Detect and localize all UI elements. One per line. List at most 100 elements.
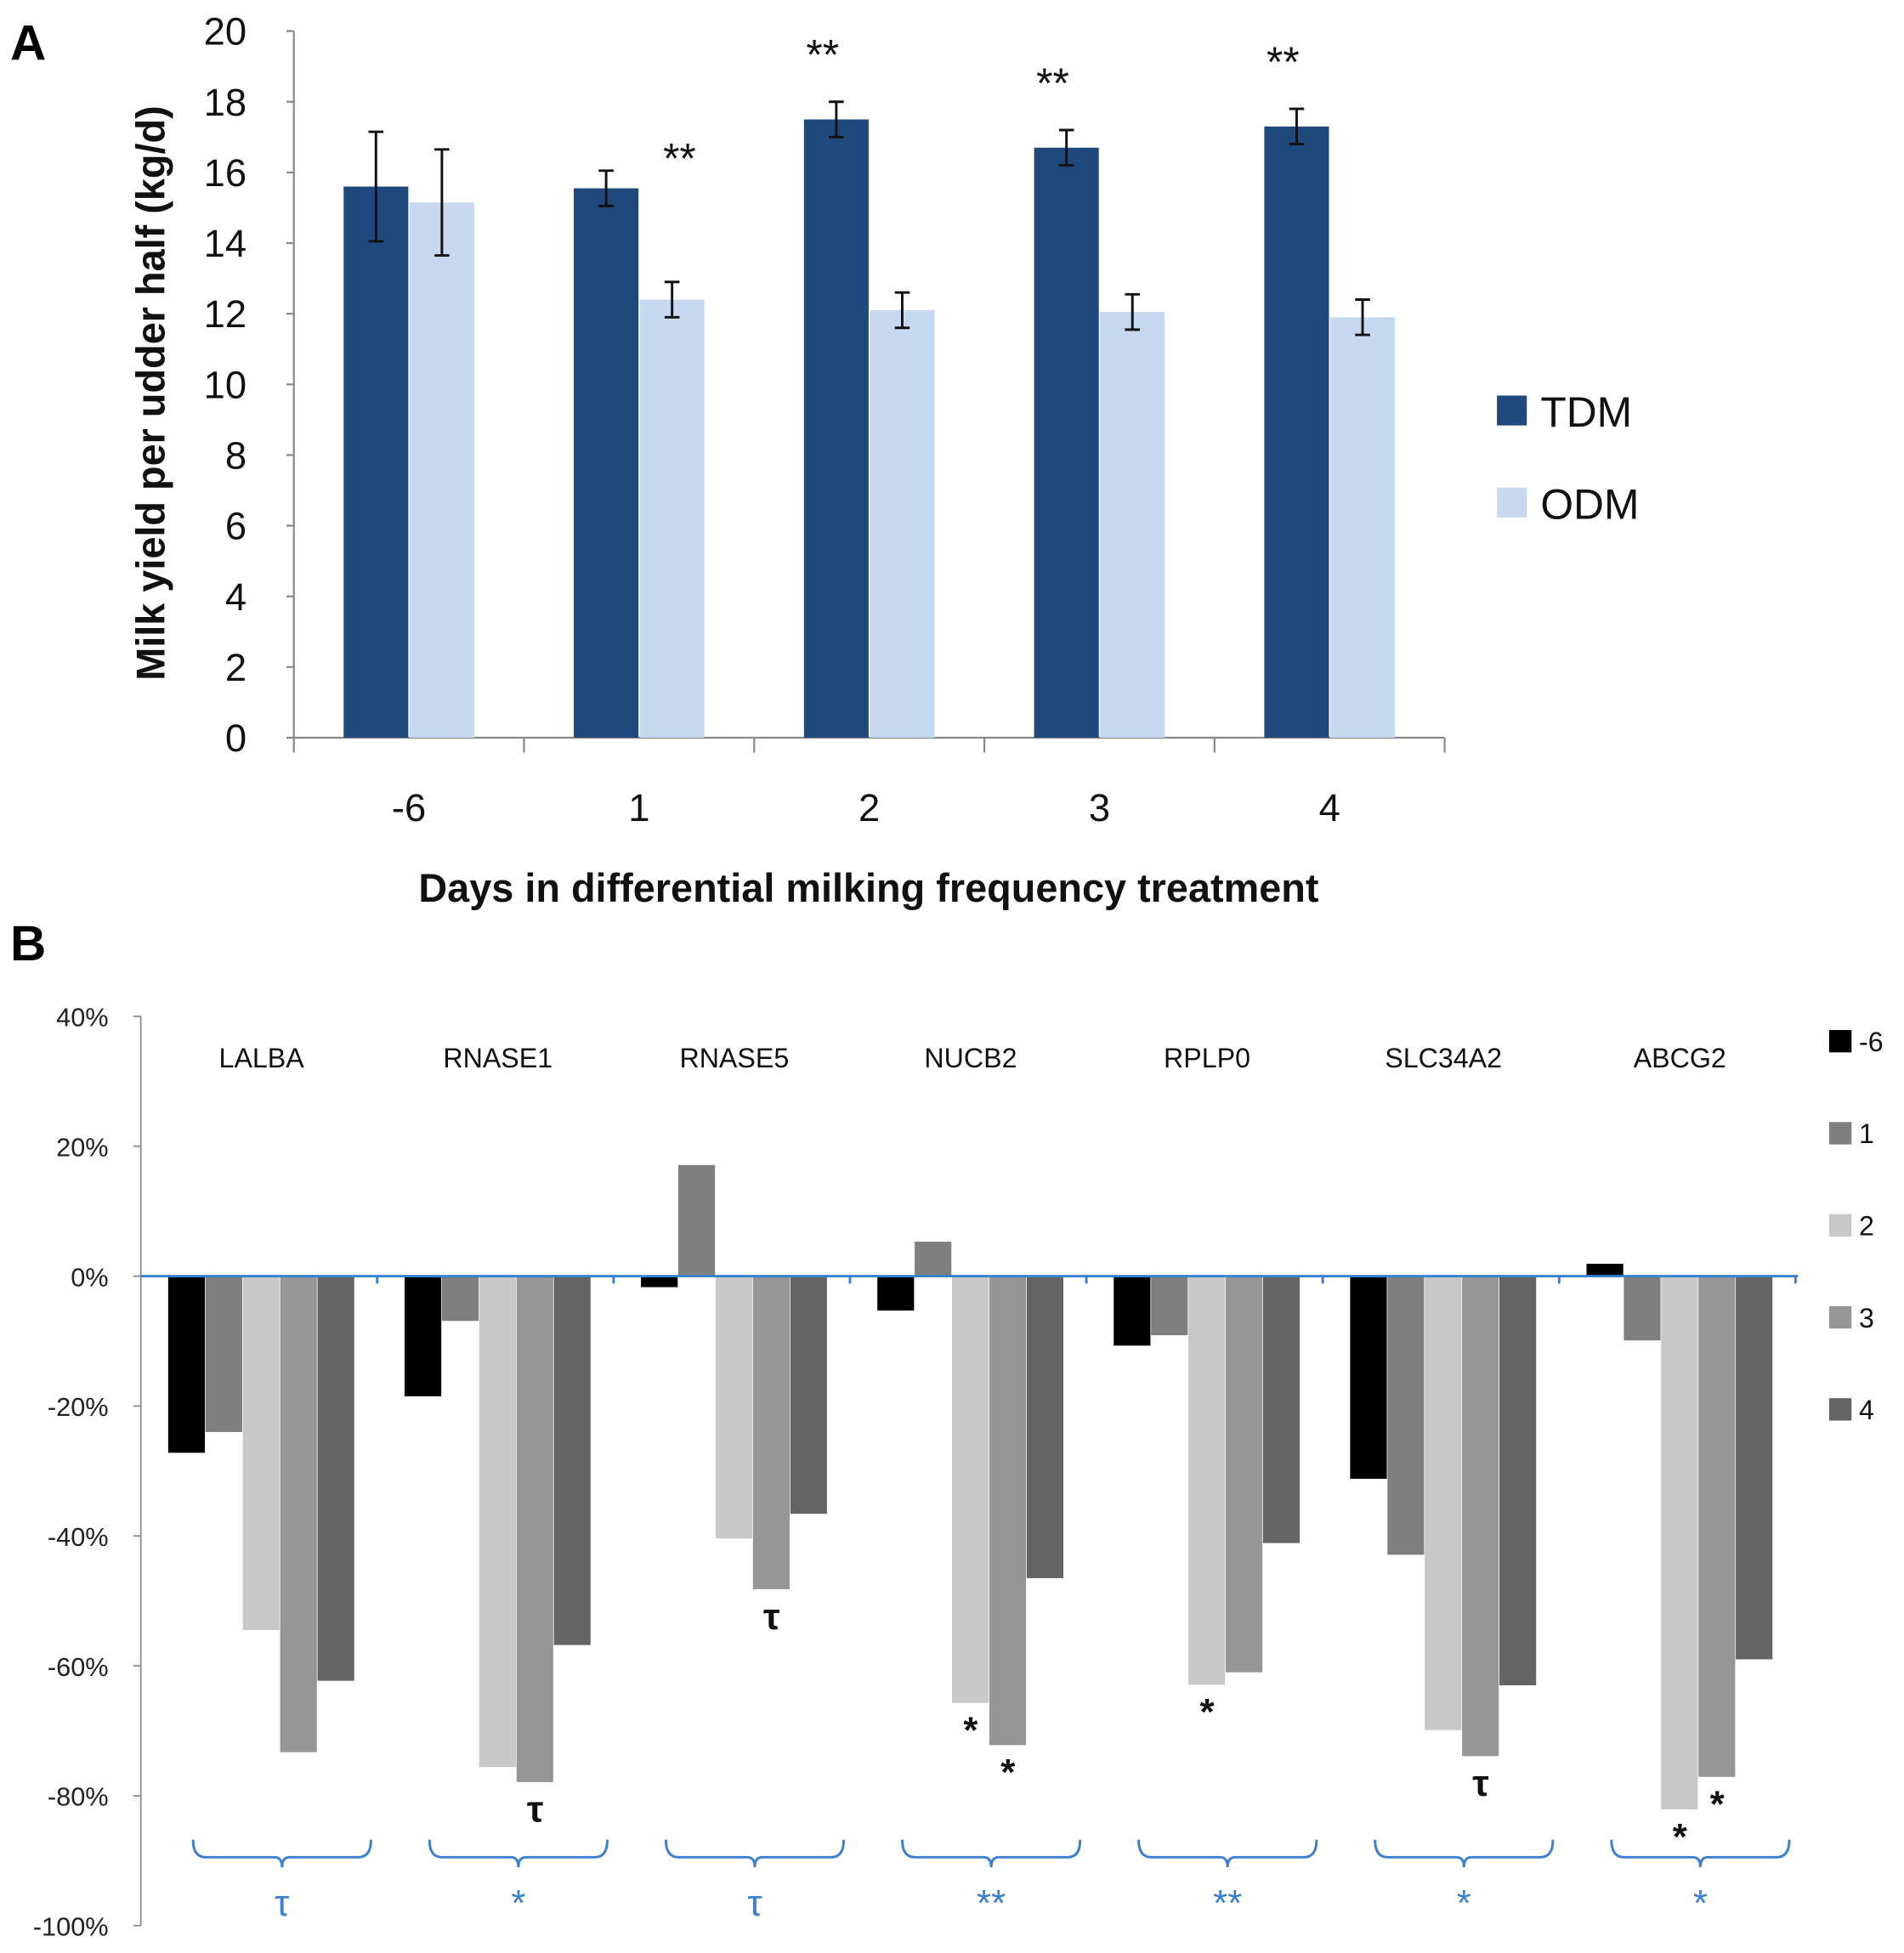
gene-label: RNASE5 [679,1043,789,1073]
legend-swatch-tdm [1497,395,1527,426]
significance-marker: ** [1266,38,1300,86]
significance-bracket [1374,1839,1555,1868]
y-tick-label: 14 [204,222,246,265]
bar-day-1 [441,1276,479,1322]
chart-b: -100% -80% -60% -40% -20% 0% 20% 40% LALBA τ RNASE… [33,1003,1884,1942]
legend-swatch-odm [1497,487,1527,518]
y-tick-label: 20 [204,10,246,54]
y-tick-label: 18 [204,81,246,124]
bar-day-4 [317,1276,354,1681]
bar-day-4 [1262,1276,1300,1543]
bar-significance-marker: τ [1472,1763,1489,1804]
significance-bracket [428,1839,609,1868]
bar-day-2 [715,1276,753,1539]
y-tick-label: -40% [48,1522,109,1552]
bar-significance-marker: * [1000,1752,1016,1793]
y-tick-label: 20% [56,1132,108,1162]
y-tick-label: 6 [225,505,246,548]
legend-label: -6 [1859,1027,1884,1057]
significance-bracket [900,1839,1082,1868]
y-tick-label: 16 [204,151,246,195]
panel-label-b: B [10,916,46,971]
group-significance: ** [1213,1882,1242,1924]
panel-label-a: A [10,15,46,71]
y-tick-label: 0% [71,1262,108,1292]
bar-tdm [1264,126,1329,738]
y-tick-label: 4 [225,575,246,619]
bar-day--6 [641,1276,678,1288]
group-significance: * [511,1882,525,1924]
bar-significance-marker: τ [763,1596,780,1638]
significance-bracket [664,1839,846,1868]
x-tick-label: -6 [392,786,426,829]
bar-odm [1329,317,1396,738]
legend-label: 4 [1859,1395,1874,1425]
bar-tdm [803,119,869,738]
bar-odm [409,202,474,738]
legend-label: TDM [1540,388,1632,436]
bar-day-1 [915,1242,952,1277]
x-tick-label: 4 [1319,786,1340,829]
y-tick-label: 12 [204,292,246,336]
significance-bracket [191,1839,372,1868]
group-significance: τ [275,1882,289,1924]
bar-day-2 [479,1276,516,1768]
bar-day-1 [677,1164,716,1277]
group-significance: ** [977,1882,1006,1924]
bar-day-1 [205,1276,242,1432]
bar-significance-marker: * [963,1709,978,1751]
y-tick-label: -80% [48,1782,109,1812]
bar-significance-marker: * [1710,1784,1726,1826]
bar-day-4 [790,1276,827,1514]
group-significance: τ [747,1882,762,1924]
bar-day-2 [1425,1276,1462,1730]
bar-day--6 [1350,1276,1387,1479]
x-tick-label: 1 [628,786,649,829]
y-tick-label: 0 [225,716,246,760]
legend-swatch-day--6 [1828,1029,1852,1053]
y-tick-label: 8 [225,434,246,478]
significance-marker: ** [1036,59,1069,107]
legend-swatch-day-3 [1828,1305,1852,1329]
y-tick-label: 2 [225,646,246,689]
y-axis-title: Milk yield per udder half (kg/d) [128,105,173,681]
bar-day--6 [167,1276,206,1453]
chart-a: 0 2 4 6 8 10 12 14 16 18 20 -6 1 ** 2 ** 3 ** 4 ** Days in d… [128,10,1639,910]
bar-day-3 [516,1276,553,1782]
legend-label: ODM [1540,480,1639,528]
bar-significance-marker: * [1673,1816,1688,1858]
bar-day-3 [1462,1276,1499,1757]
bar-day-3 [1226,1276,1263,1673]
group-significance: * [1693,1882,1708,1924]
bar-tdm [574,188,639,738]
bar-day--6 [877,1276,915,1311]
y-tick-label: -100% [33,1912,109,1942]
x-tick-label: 3 [1089,786,1110,829]
legend-swatch-day-1 [1828,1122,1852,1145]
bar-day--6 [1114,1276,1151,1346]
group-significance: * [1457,1882,1471,1924]
gene-label: SLC34A2 [1385,1043,1502,1073]
legend-swatch-day-2 [1828,1214,1852,1237]
bar-day-4 [1026,1276,1064,1578]
x-axis-title: Days in differential milking frequency t… [418,866,1319,910]
bar-significance-marker: * [1200,1691,1216,1733]
significance-bracket [1137,1839,1318,1868]
bar-day-1 [1387,1276,1425,1555]
gene-label: LALBA [219,1043,305,1073]
bar-tdm [343,186,409,738]
bar-day-3 [989,1276,1027,1746]
bar-day-4 [1736,1276,1773,1660]
bar-day-1 [1151,1276,1188,1336]
bar-odm [639,299,705,738]
bar-day--6 [404,1276,442,1396]
y-tick-label: -60% [48,1652,109,1682]
bar-day-4 [1499,1276,1537,1686]
y-tick-label: 10 [204,363,246,406]
bar-day--6 [1586,1264,1624,1277]
bar-day-3 [752,1276,790,1589]
significance-marker: ** [663,135,696,183]
bar-odm [1100,312,1165,738]
legend-swatch-day-4 [1828,1398,1852,1421]
